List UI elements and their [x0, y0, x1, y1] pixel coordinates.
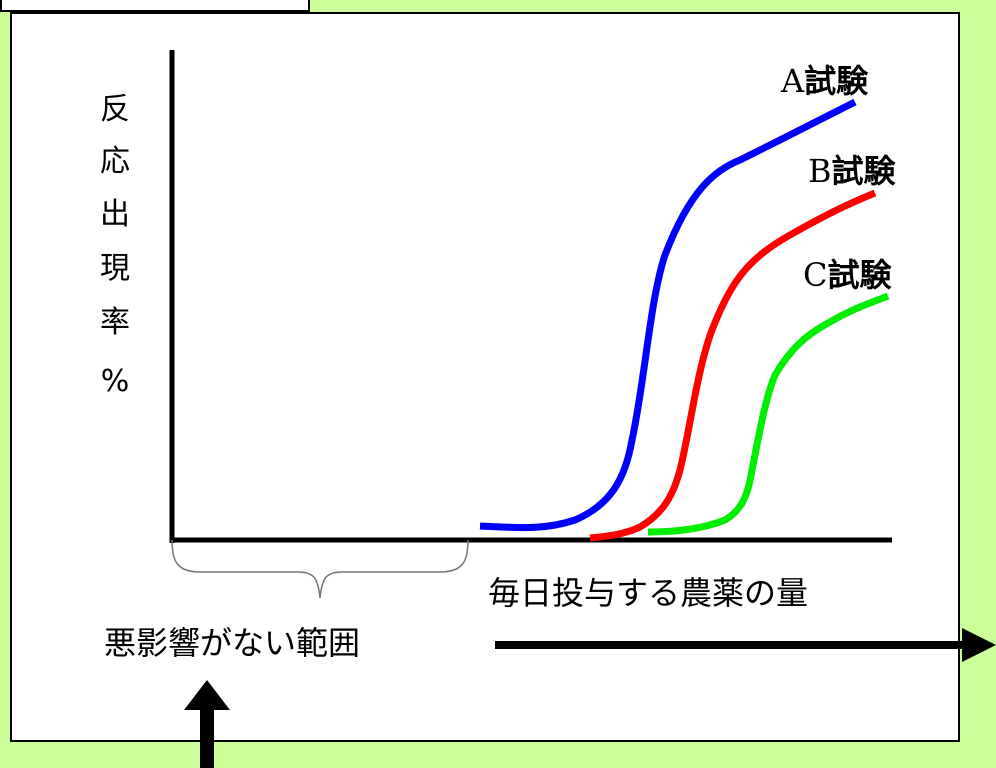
y-axis-label-char-4: 現 — [100, 251, 130, 286]
x-axis-label: 毎日投与する農薬の量 — [488, 574, 809, 612]
vertical-arrow-head — [184, 680, 230, 710]
horizontal-arrow-head — [962, 628, 996, 662]
curve-a-label-text: 試験 — [804, 62, 869, 100]
curve-c-label-letter: C — [803, 256, 828, 294]
y-axis-label-char-3: 出 — [100, 197, 130, 232]
curve-a-label-letter: A — [781, 62, 805, 100]
curve-b — [589, 189, 877, 542]
curve-c-label-text: 試験 — [827, 256, 892, 294]
y-axis-label-char-1: 反 — [100, 92, 130, 127]
curve-b-label-text: 試験 — [831, 152, 896, 190]
y-axis-label-char-6: % — [100, 364, 130, 399]
diagram-panel — [10, 12, 960, 742]
vertical-arrow-shaft — [200, 705, 214, 768]
curve-a — [479, 98, 857, 532]
top-frame-box — [0, 0, 310, 12]
curve-c-label: C試験 — [803, 250, 892, 296]
curve-b-label-letter: B — [808, 152, 832, 190]
curve-b-label: B試験 — [808, 146, 896, 192]
y-axis-label-char-2: 応 — [100, 144, 130, 179]
safe-range-brace — [171, 539, 469, 599]
safe-range-label: 悪影響がない範囲 — [104, 624, 361, 662]
curve-a-label: A試験 — [781, 56, 868, 102]
y-axis-label-char-5: 率 — [100, 305, 130, 340]
curve-c — [647, 292, 890, 536]
